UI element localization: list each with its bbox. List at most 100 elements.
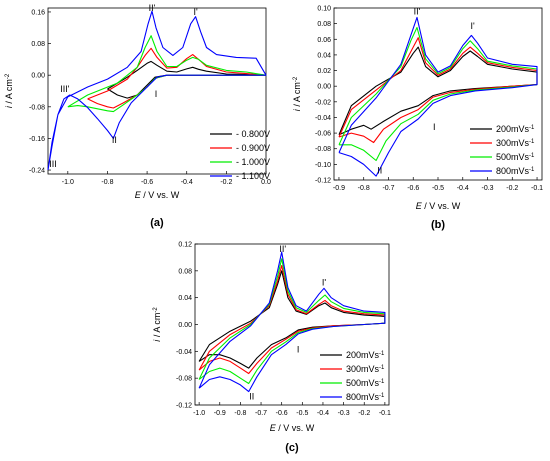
y-tick-label: 0.12: [178, 242, 192, 249]
x-tick-label: -0.9: [333, 185, 345, 192]
y-tick-label: -0.04: [176, 349, 192, 356]
peak-annotation: II: [249, 392, 254, 402]
peak-annotation: I': [322, 278, 327, 288]
legend-label-superscript: -1: [379, 379, 385, 385]
legend-label-text: 300mVs: [346, 364, 380, 374]
legend-label-text: 300mVs: [496, 138, 530, 148]
x-axis-label: E / V vs. W: [270, 423, 315, 433]
y-tick-label: 0.16: [31, 9, 45, 16]
legend-label-text: - 1.100V: [236, 171, 270, 181]
y-tick-label: -0.04: [315, 115, 331, 122]
peak-annotation: II: [112, 135, 117, 145]
legend-label-text: 500mVs: [346, 378, 380, 388]
panel-label: (b): [431, 219, 445, 231]
x-tick-label: -0.6: [276, 410, 288, 417]
y-tick-label: 0.10: [317, 6, 331, 13]
peak-annotation: I': [194, 7, 199, 17]
legend-label-text: 200mVs: [346, 350, 380, 360]
y-axis-label-variable: i: [152, 339, 162, 342]
x-tick-label: -0.9: [214, 410, 226, 417]
legend-label-text: 800mVs: [346, 392, 380, 402]
legend-label-text: - 1.000V: [236, 157, 270, 167]
legend-label-2: 500mVs-1: [346, 378, 385, 388]
legend-label-text: - 0.800V: [236, 129, 270, 139]
y-axis-label-text: / A cm: [152, 313, 162, 340]
x-tick-label: -1.0: [62, 179, 74, 186]
x-axis-label-variable: E: [135, 190, 142, 200]
x-axis-label-text: / V vs. W: [422, 201, 461, 211]
panel-label: (a): [150, 217, 164, 229]
x-tick-label: -0.4: [457, 185, 469, 192]
peak-annotation: II: [377, 166, 382, 176]
y-tick-label: -0.12: [315, 178, 331, 185]
peak-annotation: II': [279, 244, 286, 254]
legend-label-text: 500mVs: [496, 152, 530, 162]
y-tick-label: 0.08: [31, 41, 45, 48]
chart-panel-1: -0.9 -0.8 -0.7 -0.6 -0.5 -0.4 -0.3 -0.2 -0.1 -0.1…: [292, 6, 543, 232]
legend-label-2: 500mVs-1: [496, 152, 535, 162]
y-tick-label: 0.00: [317, 84, 331, 91]
legend-label-superscript: -1: [379, 351, 385, 357]
peak-annotation: II': [414, 6, 421, 16]
y-axis-label-superscript: -2: [153, 307, 159, 313]
y-axis-label-text: / A cm: [4, 79, 14, 106]
y-axis-label-superscript: -2: [293, 76, 299, 82]
legend-label-1: 300mVs-1: [496, 138, 535, 148]
y-tick-label: -0.02: [315, 99, 331, 106]
x-tick-label: -0.2: [506, 185, 518, 192]
peak-annotation: I: [433, 122, 436, 132]
y-tick-label: -0.16: [29, 136, 45, 143]
y-tick-label: -0.10: [315, 162, 331, 169]
legend-label-1: 300mVs-1: [346, 364, 385, 374]
y-tick-label: 0.06: [317, 37, 331, 44]
peak-annotation: I: [155, 89, 158, 99]
peak-annotation: II': [149, 3, 156, 13]
x-axis-label-text: / V vs. W: [141, 190, 180, 200]
series-line-0: [198, 270, 386, 369]
x-axis-label-text: / V vs. W: [276, 423, 315, 433]
legend-label-0: - 0.800V: [236, 129, 270, 139]
y-tick-label: -0.08: [176, 376, 192, 383]
series-line-1: [338, 37, 538, 144]
y-tick-label: 0.00: [178, 322, 192, 329]
x-tick-label: -0.2: [358, 410, 370, 417]
x-tick-label: -0.7: [255, 410, 267, 417]
legend-label-superscript: -1: [529, 139, 535, 145]
y-tick-label: -0.08: [315, 146, 331, 153]
chart-panel-0: -1.0 -0.8 -0.6 -0.4 -0.2 0.0 -0.24 -0.16 -0.08 0.…: [4, 3, 271, 229]
peak-annotation: I: [297, 345, 300, 355]
y-axis-label-superscript: -2: [5, 73, 11, 79]
x-tick-label: -0.3: [338, 410, 350, 417]
peak-annotation: I': [471, 21, 476, 31]
y-tick-label: 0.08: [178, 268, 192, 275]
y-tick-label: 0.00: [31, 73, 45, 80]
x-tick-label: -0.7: [382, 185, 394, 192]
y-axis-label: i / A cm-2: [292, 76, 302, 111]
series-line-2: [198, 258, 386, 385]
y-axis-label-text: / A cm: [292, 82, 302, 109]
x-tick-label: -0.8: [101, 179, 113, 186]
legend-label-text: 800mVs: [496, 166, 530, 176]
legend-label-text: 200mVs: [496, 124, 530, 134]
legend-label-superscript: -1: [529, 167, 535, 173]
panel-label: (c): [285, 442, 299, 454]
x-tick-label: -0.5: [432, 185, 444, 192]
y-axis-label-variable: i: [4, 105, 14, 108]
y-tick-label: -0.06: [315, 131, 331, 138]
peak-annotation: III': [60, 84, 70, 94]
x-tick-label: -0.4: [181, 179, 193, 186]
chart-panel-2: -1.0 -0.9 -0.8 -0.7 -0.6 -0.5 -0.4 -0.3 -0.2 -0.1…: [152, 242, 391, 455]
legend-label-2: - 1.000V: [236, 157, 270, 167]
series-line-3: [47, 10, 267, 171]
peak-annotation: III: [49, 159, 57, 169]
x-tick-label: -0.6: [407, 185, 419, 192]
legend-label-3: 800mVs-1: [496, 166, 535, 176]
y-axis-label-variable: i: [292, 108, 302, 111]
x-tick-label: -0.8: [234, 410, 246, 417]
y-tick-label: 0.04: [317, 52, 331, 59]
legend-label-0: 200mVs-1: [496, 124, 535, 134]
legend-label-3: - 1.100V: [236, 171, 270, 181]
x-tick-label: -0.3: [481, 185, 493, 192]
x-axis-label: E / V vs. W: [416, 201, 461, 211]
